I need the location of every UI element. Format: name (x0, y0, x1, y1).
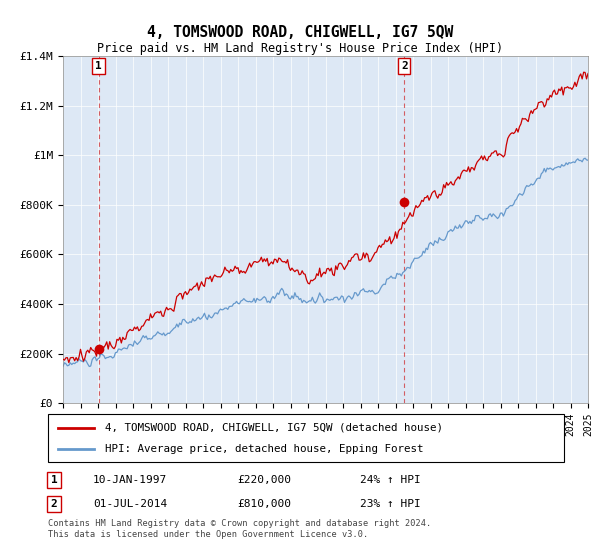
Text: 4, TOMSWOOD ROAD, CHIGWELL, IG7 5QW: 4, TOMSWOOD ROAD, CHIGWELL, IG7 5QW (147, 25, 453, 40)
Text: 10-JAN-1997: 10-JAN-1997 (93, 475, 167, 485)
FancyBboxPatch shape (48, 414, 564, 462)
Text: £810,000: £810,000 (237, 499, 291, 509)
Text: Contains HM Land Registry data © Crown copyright and database right 2024.
This d: Contains HM Land Registry data © Crown c… (48, 520, 431, 539)
Text: Price paid vs. HM Land Registry's House Price Index (HPI): Price paid vs. HM Land Registry's House … (97, 42, 503, 55)
Text: 23% ↑ HPI: 23% ↑ HPI (360, 499, 421, 509)
Text: 2: 2 (50, 499, 58, 509)
Text: 4, TOMSWOOD ROAD, CHIGWELL, IG7 5QW (detached house): 4, TOMSWOOD ROAD, CHIGWELL, IG7 5QW (det… (105, 423, 443, 433)
Text: 01-JUL-2014: 01-JUL-2014 (93, 499, 167, 509)
Text: HPI: Average price, detached house, Epping Forest: HPI: Average price, detached house, Eppi… (105, 444, 423, 454)
Text: 1: 1 (95, 61, 102, 71)
Text: 1: 1 (50, 475, 58, 485)
Text: 2: 2 (401, 61, 407, 71)
Text: £220,000: £220,000 (237, 475, 291, 485)
Text: 24% ↑ HPI: 24% ↑ HPI (360, 475, 421, 485)
